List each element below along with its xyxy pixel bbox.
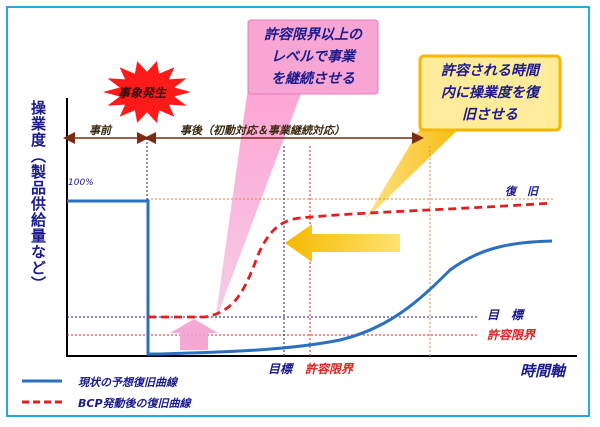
y-axis-label: 操業度（製品供給量など） xyxy=(29,100,47,292)
yellow-callout-box xyxy=(418,54,562,132)
hundred-percent-label: 100% xyxy=(68,178,94,188)
event-starburst xyxy=(103,61,191,123)
pink-up-arrow xyxy=(170,319,218,350)
pink-callout-line-1: 許容限界以上の xyxy=(264,27,362,43)
yellow-callout-line-1: 許容される時間 xyxy=(441,63,539,79)
x-axis-label: 時間軸 xyxy=(520,362,566,380)
target-line-label: 目 標 xyxy=(487,308,524,322)
recovery-line-label: 復 旧 xyxy=(505,185,538,198)
legend-current-label: 現状の予想復旧曲線 xyxy=(78,376,177,389)
pink-callout-line-3: を継続させる xyxy=(271,71,355,87)
event-burst-label: 事象発生 xyxy=(118,86,167,100)
yellow-callout-tail xyxy=(365,112,470,220)
legend-bcp-label: BCP発動後の復旧曲線 xyxy=(78,397,191,410)
pink-callout-text: 許容限界以上の レベルで事業 を継続させる xyxy=(248,24,378,90)
yellow-callout-line-3: 旧させる xyxy=(462,107,518,123)
bcp-recovery-curve xyxy=(148,201,553,319)
phase-after-label: 事後（初動対応＆事業継続対応） xyxy=(180,124,345,137)
tolerance-axis-marker: 許容限界 xyxy=(305,362,354,376)
pink-callout-tail xyxy=(215,88,303,322)
yellow-left-arrow xyxy=(285,224,400,262)
yellow-callout-line-2: 内に操業度を復 xyxy=(441,85,539,101)
current-recovery-curve xyxy=(67,199,553,356)
pink-callout-line-2: レベルで事業 xyxy=(271,49,355,65)
pink-callout-box xyxy=(247,19,379,95)
tolerance-line-label: 許容限界 xyxy=(487,328,536,342)
target-axis-marker: 目標 xyxy=(268,362,293,376)
phase-before-label: 事前 xyxy=(89,124,111,137)
yellow-callout-text: 許容される時間 内に操業度を復 旧させる xyxy=(420,60,560,126)
